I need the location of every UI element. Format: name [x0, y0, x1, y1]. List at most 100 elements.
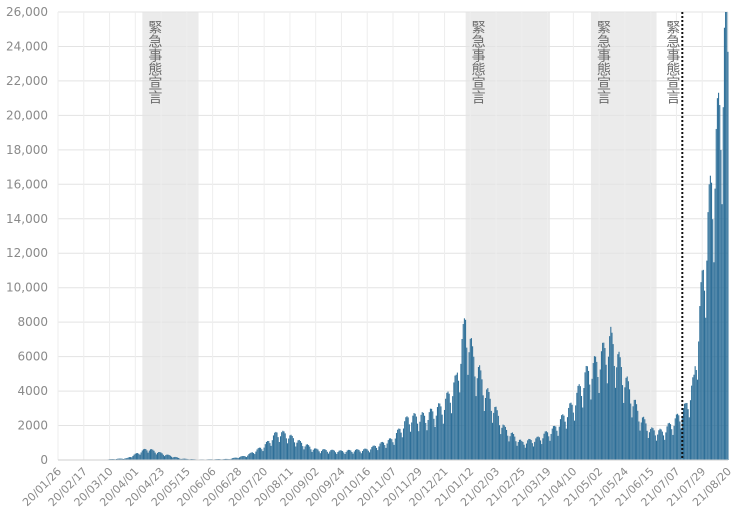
daily-bar	[544, 434, 545, 460]
daily-bar	[288, 439, 289, 460]
daily-bar	[429, 412, 430, 460]
daily-bar	[576, 393, 577, 460]
daily-bar	[554, 426, 555, 460]
daily-bar	[247, 456, 248, 460]
daily-bar	[566, 429, 567, 460]
daily-bar	[515, 441, 516, 460]
daily-bar	[303, 449, 304, 460]
daily-bar	[629, 389, 630, 460]
daily-bar	[472, 346, 473, 460]
daily-bar	[259, 448, 260, 460]
daily-bar	[457, 373, 458, 460]
daily-bar	[146, 450, 147, 460]
daily-bar	[439, 404, 440, 460]
daily-bar	[671, 429, 672, 460]
daily-bar	[440, 406, 441, 460]
daily-bar	[437, 407, 438, 460]
daily-bar	[628, 381, 629, 460]
daily-bar	[370, 449, 371, 460]
daily-bar	[412, 416, 413, 460]
daily-bar	[293, 438, 294, 460]
daily-bar	[272, 440, 273, 460]
daily-bar	[498, 416, 499, 460]
daily-bar	[281, 432, 282, 460]
daily-bar	[367, 449, 368, 460]
daily-bar	[631, 417, 632, 460]
daily-bar	[141, 452, 142, 460]
daily-bar	[254, 454, 255, 460]
daily-bar	[392, 442, 393, 460]
daily-bar	[727, 52, 728, 460]
daily-bar	[585, 372, 586, 460]
daily-bar	[308, 445, 309, 460]
daily-bar	[548, 436, 549, 460]
daily-bar	[650, 429, 651, 460]
daily-bar	[478, 367, 479, 460]
daily-bar	[447, 392, 448, 460]
daily-bar	[266, 442, 267, 460]
daily-bar	[583, 388, 584, 460]
daily-bar	[520, 440, 521, 460]
daily-bar	[264, 448, 265, 460]
daily-bar	[136, 453, 137, 460]
daily-bar	[363, 449, 364, 460]
daily-bar	[373, 446, 374, 460]
daily-bar	[170, 456, 171, 460]
daily-bar	[168, 455, 169, 460]
daily-bar	[426, 430, 427, 460]
daily-bar	[424, 416, 425, 460]
daily-bar	[696, 370, 697, 460]
daily-bar	[244, 456, 245, 460]
daily-bar	[328, 454, 329, 460]
daily-bar	[674, 426, 675, 460]
daily-bar	[342, 451, 343, 460]
daily-bar	[685, 403, 686, 460]
daily-bar	[535, 438, 536, 460]
daily-bar	[539, 437, 540, 460]
daily-bar	[337, 452, 338, 460]
daily-bar	[642, 417, 643, 460]
daily-bar	[417, 424, 418, 460]
daily-bar	[568, 408, 569, 460]
daily-bar	[651, 427, 652, 460]
daily-bar	[549, 441, 550, 460]
daily-bar	[662, 432, 663, 460]
daily-bar	[309, 447, 310, 460]
daily-bar	[271, 446, 272, 460]
daily-bar	[532, 443, 533, 460]
daily-bar	[506, 430, 507, 460]
daily-bar	[374, 446, 375, 460]
daily-bar	[346, 452, 347, 460]
daily-bar	[421, 415, 422, 460]
daily-bar	[157, 453, 158, 460]
y-tick-label-3: 6000	[17, 350, 48, 364]
daily-bar	[545, 431, 546, 460]
daily-bar	[378, 446, 379, 460]
daily-bar	[360, 452, 361, 460]
daily-bar	[513, 434, 514, 460]
daily-bar	[480, 370, 481, 460]
daily-bar	[533, 446, 534, 460]
daily-bar	[709, 184, 710, 460]
y-tick-label-4: 8000	[17, 315, 48, 329]
daily-bar	[399, 429, 400, 460]
daily-bar	[382, 442, 383, 460]
daily-bar	[587, 366, 588, 460]
daily-bar	[485, 398, 486, 460]
daily-bar	[257, 449, 258, 460]
y-tick-label-6: 12,000	[6, 246, 48, 260]
daily-bar	[541, 444, 542, 460]
daily-bar	[540, 440, 541, 460]
daily-bar	[547, 432, 548, 460]
daily-bar	[718, 93, 719, 460]
daily-bar	[634, 400, 635, 460]
daily-bar	[488, 392, 489, 460]
daily-bar	[260, 448, 261, 460]
daily-bar	[269, 443, 270, 460]
daily-bar	[708, 212, 709, 460]
daily-bar	[581, 396, 582, 460]
daily-bar	[265, 444, 266, 460]
daily-bar	[398, 429, 399, 460]
daily-bar	[567, 417, 568, 460]
daily-bar	[159, 452, 160, 460]
